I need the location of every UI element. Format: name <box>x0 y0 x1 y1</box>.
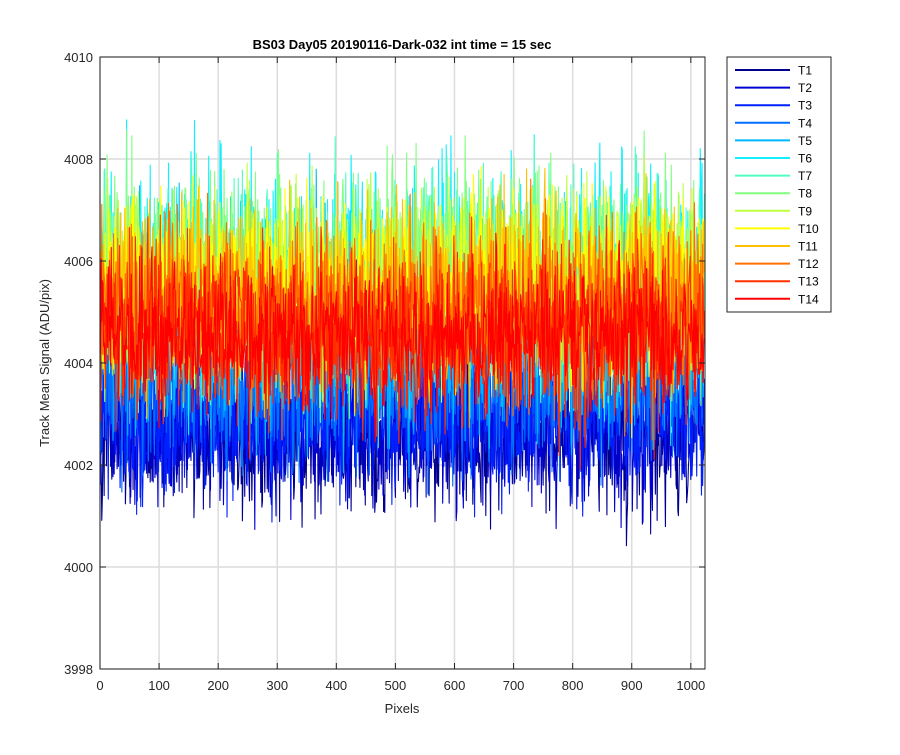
series-group <box>100 119 705 547</box>
legend-box <box>726 56 832 313</box>
legend-label-t4: T4 <box>798 116 812 130</box>
legend-label-t9: T9 <box>798 204 812 218</box>
x-tick-label: 800 <box>562 678 584 693</box>
legend-label-t13: T13 <box>798 275 819 289</box>
y-tick-label: 4000 <box>64 560 93 575</box>
legend-label-t10: T10 <box>798 222 819 236</box>
legend-label-t7: T7 <box>798 169 812 183</box>
x-tick-label: 400 <box>325 678 347 693</box>
y-tick-label: 4006 <box>64 254 93 269</box>
axis-ticks: 0 100 200 300 400 500 600 700 800 900 1000 3998 4000… <box>64 50 705 693</box>
legend-label-t6: T6 <box>798 152 812 166</box>
x-tick-label: 500 <box>385 678 407 693</box>
series-line-t14 <box>100 232 705 443</box>
x-tick-label: 0 <box>96 678 103 693</box>
x-tick-label: 300 <box>266 678 288 693</box>
x-tick-label: 700 <box>503 678 525 693</box>
chart-title: BS03 Day05 20190116-Dark-032 int time = … <box>253 37 552 52</box>
y-tick-label: 4004 <box>64 356 93 371</box>
y-tick-label: 4008 <box>64 152 93 167</box>
legend-label-t14: T14 <box>798 292 819 306</box>
legend-label-t3: T3 <box>798 99 812 113</box>
y-tick-label: 4002 <box>64 458 93 473</box>
x-tick-label: 100 <box>148 678 170 693</box>
legend-label-t2: T2 <box>798 81 812 95</box>
y-axis-label: Track Mean Signal (ADU/pix) <box>37 279 52 447</box>
legend-label-t8: T8 <box>798 187 812 201</box>
x-tick-label: 1000 <box>676 678 705 693</box>
y-tick-label: 4010 <box>64 50 93 65</box>
x-tick-label: 900 <box>621 678 643 693</box>
y-tick-label: 3998 <box>64 662 93 677</box>
legend-label-t1: T1 <box>798 64 812 78</box>
legend-label-t5: T5 <box>798 134 812 148</box>
x-tick-label: 200 <box>207 678 229 693</box>
x-axis-label: Pixels <box>385 701 420 716</box>
legend: T1 T2 T3 T4 T5 T6 T7 T8 T9 T10 T11 T12 T13 T14 <box>726 56 832 313</box>
legend-label-t11: T11 <box>798 240 818 254</box>
x-tick-label: 600 <box>444 678 466 693</box>
legend-label-t12: T12 <box>798 257 819 271</box>
